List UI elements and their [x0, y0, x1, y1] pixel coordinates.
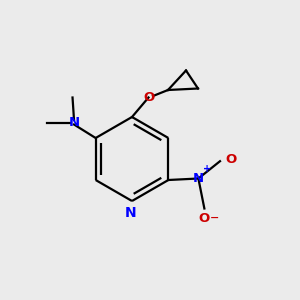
Text: −: − — [209, 212, 219, 222]
Text: N: N — [125, 206, 136, 220]
Text: +: + — [203, 164, 211, 174]
Text: O: O — [143, 91, 154, 104]
Text: N: N — [68, 116, 80, 130]
Text: O: O — [199, 212, 210, 225]
Text: O: O — [225, 153, 236, 167]
Text: N: N — [193, 172, 204, 185]
